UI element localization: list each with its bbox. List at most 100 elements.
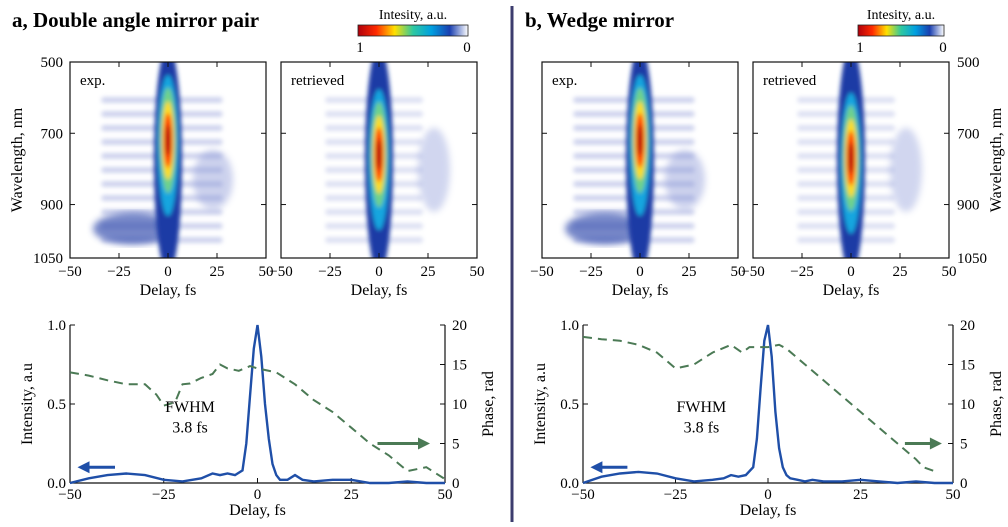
intensity-series (69, 324, 445, 485)
panel-a-title: a, Double angle mirror pair (12, 8, 259, 32)
y-tick-label: 0.0 (560, 476, 579, 492)
x-tick-label: −50 (741, 264, 764, 280)
x-tick-label: −50 (58, 264, 81, 280)
y-tick-label: 700 (957, 126, 980, 142)
y-axis-label: Intensity, a.u (532, 363, 549, 445)
streak-core (848, 142, 854, 174)
y2-tick-label: 5 (960, 437, 968, 453)
x-tick-label: −25 (790, 264, 813, 280)
x-tick-label: 0 (254, 487, 262, 503)
y-tick-label: 500 (41, 55, 64, 71)
y-tick-label: 900 (41, 198, 64, 214)
y2-tick-label: 0 (960, 476, 968, 492)
x-tick-label: 0 (375, 264, 383, 280)
x-tick-label: 25 (210, 264, 225, 280)
side-blob (890, 127, 922, 212)
y2-tick-label: 20 (960, 318, 975, 334)
line-plot-0: −50 −25 0 25 50 Delay, fs 0.0 0.5 1.0 0 5 10 15 20 Int… (19, 318, 497, 519)
inset-label: retrieved (763, 73, 817, 89)
colorbar-scale (857, 24, 945, 37)
x-tick-label: 0 (764, 487, 772, 503)
fwhm-label: FWHM (677, 399, 727, 416)
y-tick-label: 900 (957, 198, 980, 214)
x-axis-label: Delay, fs (823, 282, 880, 299)
y-axis-label: Intensity, a.u (19, 363, 36, 445)
phase-series (582, 335, 935, 473)
x-tick-label: 25 (853, 487, 868, 503)
fwhm-label: FWHM (165, 399, 215, 416)
intensity-arrow-head (77, 461, 90, 474)
x-tick-label: −25 (579, 264, 602, 280)
y2-axis-label: Phase, rad (988, 371, 1005, 437)
x-tick-label: 25 (893, 264, 908, 280)
x-tick-label: 50 (946, 487, 961, 503)
phase-series (69, 363, 446, 480)
y-axis-label: Wavelength, nm (988, 107, 1005, 212)
x-tick-label: 0 (636, 264, 644, 280)
colorbar-scale (357, 24, 469, 37)
colorbar-max-label: 1 (856, 40, 864, 56)
tail-blob (93, 212, 173, 245)
central-streak (154, 62, 182, 258)
y2-tick-label: 20 (452, 318, 467, 334)
side-blob (665, 149, 705, 210)
x-tick-label: 50 (942, 264, 957, 280)
x-tick-label: −50 (571, 487, 594, 503)
colorbar-min-label: 0 (939, 40, 947, 56)
y2-tick-label: 15 (452, 358, 467, 374)
intensity-series (582, 324, 953, 485)
y2-tick-label: 5 (452, 437, 460, 453)
x-tick-label: 25 (682, 264, 697, 280)
colorbar-label: Intesity, a.u. (379, 8, 447, 23)
y2-tick-label: 10 (960, 397, 975, 413)
y-tick-label: 0.5 (560, 397, 579, 413)
heatmap-3: retrieved −50 −25 0 25 50 Delay, fs 500 700 900 10… (741, 55, 1005, 299)
y2-axis-label: Phase, rad (480, 371, 497, 437)
colorbar: Intesity, a.u. 1 0 (856, 8, 947, 56)
x-axis-label: Delay, fs (140, 282, 197, 299)
x-tick-label: 0 (164, 264, 172, 280)
streak-core (376, 138, 382, 171)
streak-core (165, 124, 171, 157)
tail-blob (565, 212, 645, 245)
x-tick-label: −50 (530, 264, 553, 280)
fwhm-value: 3.8 fs (684, 419, 720, 436)
x-tick-label: −25 (152, 487, 175, 503)
y2-tick-label: 10 (452, 397, 467, 413)
heatmap-content (93, 62, 233, 258)
y-tick-label: 1.0 (560, 318, 579, 334)
y-tick-label: 1050 (957, 251, 987, 267)
side-blob (193, 149, 233, 210)
heatmap-1: retrieved −50 −25 0 25 50 Delay, fs (269, 61, 485, 299)
x-tick-label: 0 (847, 264, 855, 280)
heatmap-2: exp. −50 −25 0 25 50 Delay, fs (530, 61, 746, 299)
x-tick-label: 50 (259, 264, 274, 280)
central-streak (837, 62, 865, 258)
y2-tick-label: 0 (452, 476, 460, 492)
x-tick-label: 50 (731, 264, 746, 280)
x-tick-label: 25 (344, 487, 359, 503)
x-axis-label: Delay, fs (612, 282, 669, 299)
colorbar: Intesity, a.u. 1 0 (356, 8, 471, 56)
x-tick-label: −25 (107, 264, 130, 280)
y-tick-label: 1050 (33, 251, 63, 267)
x-tick-label: −50 (269, 264, 292, 280)
x-tick-label: −25 (318, 264, 341, 280)
x-tick-label: −25 (664, 487, 687, 503)
y-tick-label: 1.0 (47, 318, 66, 334)
colorbar-max-label: 1 (356, 40, 364, 56)
central-streak (365, 62, 393, 258)
heatmap-0: exp. −50 −25 0 25 50 Delay, fs 500 700 900 1050 Wav… (9, 55, 274, 299)
x-tick-label: 25 (421, 264, 436, 280)
x-tick-label: 50 (438, 487, 453, 503)
inset-label: retrieved (291, 73, 345, 89)
phase-arrow-head (418, 437, 430, 450)
x-tick-label: 50 (470, 264, 485, 280)
heatmap-content (797, 62, 922, 258)
y2-tick-label: 15 (960, 358, 975, 374)
streak-core (637, 124, 643, 157)
y-axis-label: Wavelength, nm (9, 107, 26, 212)
x-axis-label: Delay, fs (740, 502, 797, 519)
intensity-arrow-head (590, 461, 603, 474)
